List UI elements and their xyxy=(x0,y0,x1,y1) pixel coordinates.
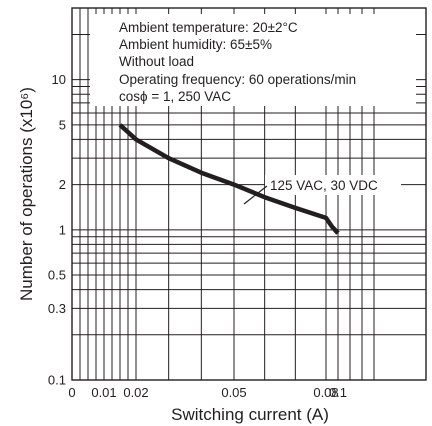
x-tick-label: 0.01 xyxy=(91,385,116,400)
x-tick-label: 0.1 xyxy=(329,385,347,400)
conditions-box xyxy=(90,14,416,106)
x-tick-label: 0 xyxy=(68,385,75,400)
series-label: 125 VAC, 30 VDC xyxy=(270,178,378,193)
condition-text: cosϕ = 1, 250 VAC xyxy=(119,89,231,104)
x-axis-title: Switching current (A) xyxy=(171,405,329,424)
x-tick-label: 0.05 xyxy=(221,385,246,400)
series-leader-line xyxy=(243,185,268,205)
plot-frame xyxy=(71,7,427,381)
condition-text: Without load xyxy=(119,54,194,69)
y-tick-label: 10 xyxy=(52,72,66,87)
series-label-background xyxy=(265,175,401,195)
y-tick-label: 5 xyxy=(59,117,66,132)
condition-text: Ambient temperature: 20±2°C xyxy=(119,20,298,35)
condition-text: Ambient humidity: 65±5% xyxy=(119,37,272,52)
y-tick-label: 2 xyxy=(59,177,66,192)
y-tick-label: 0.3 xyxy=(48,301,66,316)
x-tick-label: 0.08 xyxy=(313,385,338,400)
y-axis-title: Number of operations (x10⁶) xyxy=(17,87,36,301)
series-layer xyxy=(118,123,340,235)
y-tick-labels: 0.1 0.3 0.5 1 2 5 10 xyxy=(48,72,66,387)
y-tick-label: 0.1 xyxy=(48,373,66,388)
condition-text: Operating frequency: 60 operations/min xyxy=(119,72,356,87)
y-tick-label: 1 xyxy=(59,222,66,237)
x-tick-label: 0.02 xyxy=(123,385,148,400)
series-line xyxy=(118,123,340,235)
y-tick-label: 0.5 xyxy=(48,268,66,283)
x-tick-labels: 0 0.01 0.02 0.05 0.080.1 xyxy=(68,385,347,400)
